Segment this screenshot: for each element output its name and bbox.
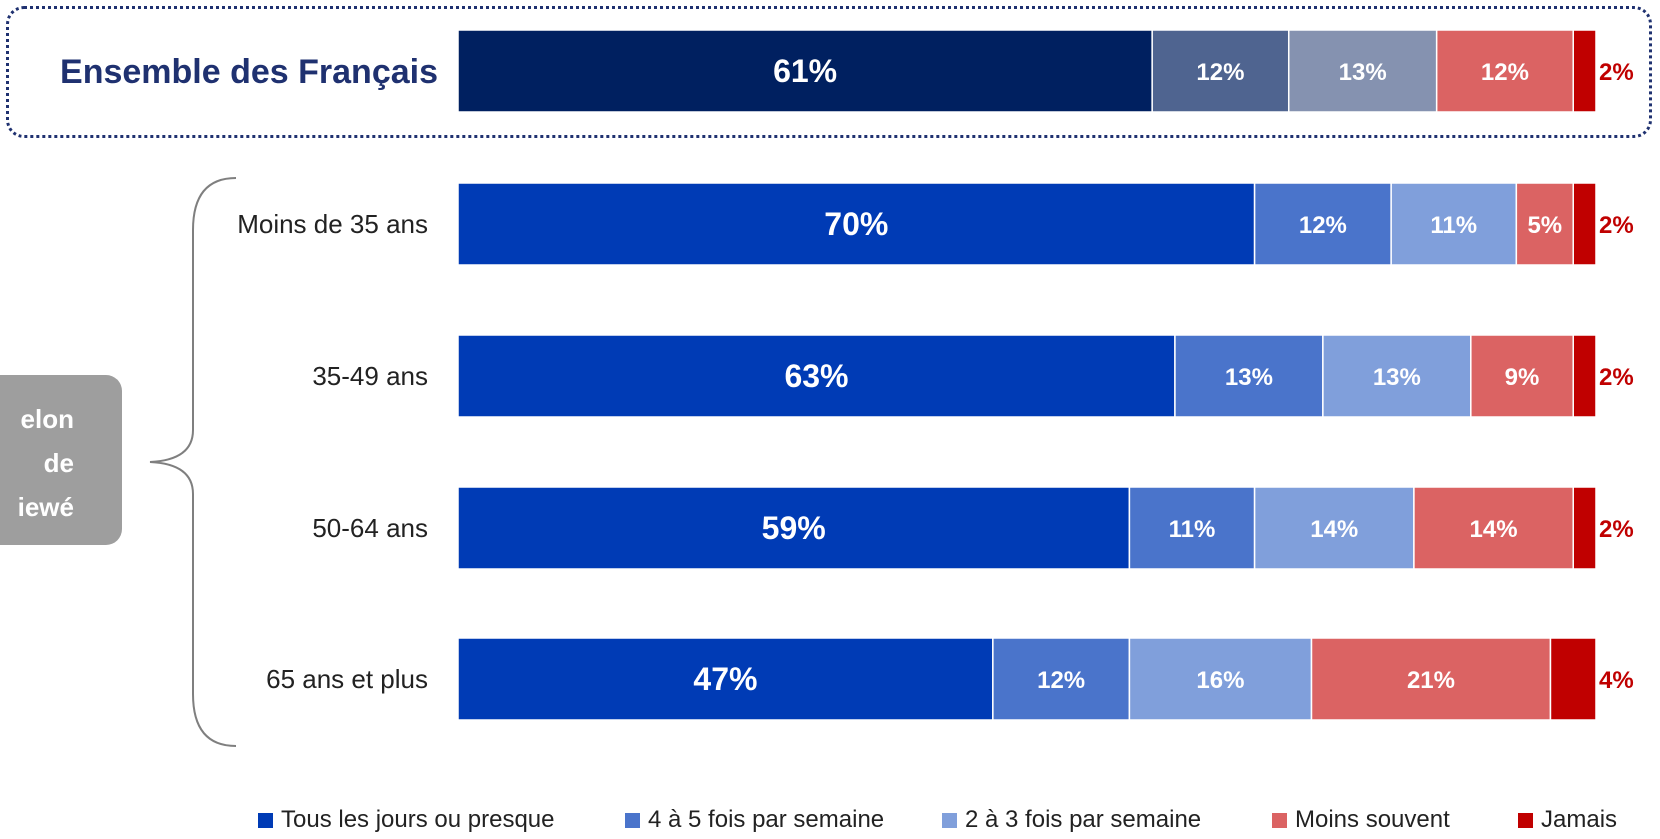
legend-swatch xyxy=(942,812,957,828)
highlight-frame xyxy=(6,6,1652,138)
data-label: 61% xyxy=(773,53,837,89)
legend-swatch xyxy=(625,812,640,828)
data-label: 5% xyxy=(1527,212,1562,239)
group-bracket xyxy=(149,177,237,747)
bar-segment xyxy=(1572,182,1597,266)
bar-segment xyxy=(1151,29,1290,113)
bar-segment xyxy=(457,486,1131,570)
bar-segment xyxy=(1572,486,1597,570)
legend-swatch xyxy=(1518,812,1533,828)
group-label-line-1: elon xyxy=(20,404,74,434)
bar-segment xyxy=(1549,637,1597,721)
bar-segment xyxy=(457,182,1256,266)
data-label: 12% xyxy=(1196,59,1244,86)
legend-label: Tous les jours ou presque xyxy=(281,806,555,833)
data-label: 59% xyxy=(762,510,826,546)
data-label: 13% xyxy=(1225,364,1273,391)
data-label: 2% xyxy=(1599,212,1634,239)
category-label: Moins de 35 ans xyxy=(237,209,428,239)
bar-segment xyxy=(1515,182,1574,266)
bar-segment xyxy=(457,334,1176,418)
data-label: 16% xyxy=(1196,667,1244,694)
bar-segment xyxy=(1413,486,1574,570)
data-label: 12% xyxy=(1481,59,1529,86)
category-label: 35-49 ans xyxy=(312,361,428,391)
data-label: 4% xyxy=(1599,667,1634,694)
data-label: 12% xyxy=(1299,212,1347,239)
category-label: 50-64 ans xyxy=(312,513,428,543)
legend-label: Jamais xyxy=(1541,806,1618,833)
group-label-line-2: de xyxy=(43,448,74,478)
bar-segment xyxy=(1322,334,1472,418)
bar-segment xyxy=(1287,29,1438,113)
group-label-box: elon de iewé xyxy=(0,375,122,545)
category-label: Ensemble des Français xyxy=(60,53,438,91)
data-label: 14% xyxy=(1470,516,1518,543)
bar-segment xyxy=(1435,29,1574,113)
legend-swatch xyxy=(258,812,273,828)
data-label: 13% xyxy=(1339,59,1387,86)
data-label: 14% xyxy=(1310,516,1358,543)
data-label: 70% xyxy=(824,206,888,242)
bar-segment xyxy=(457,29,1153,113)
data-label: 9% xyxy=(1505,364,1540,391)
data-label: 13% xyxy=(1373,364,1421,391)
data-label: 21% xyxy=(1407,667,1455,694)
bar-segment xyxy=(1470,334,1574,418)
legend-item: Jamais xyxy=(1518,806,1617,834)
data-label: 2% xyxy=(1599,516,1634,543)
data-label: 2% xyxy=(1599,59,1634,86)
data-label: 47% xyxy=(693,661,757,697)
bar-segment xyxy=(1310,637,1552,721)
legend-swatch xyxy=(1272,812,1287,828)
bar-segment xyxy=(457,637,994,721)
group-label-line-3: iewé xyxy=(17,492,74,522)
bar-segment xyxy=(992,637,1131,721)
bar-segment xyxy=(1572,334,1597,418)
data-label: 2% xyxy=(1599,364,1634,391)
legend-label: Moins souvent xyxy=(1295,806,1450,833)
legend-item: 2 à 3 fois par semaine xyxy=(942,806,1201,834)
bar-segment xyxy=(1390,182,1518,266)
bar-segment xyxy=(1572,29,1597,113)
legend-item: Moins souvent xyxy=(1272,806,1450,834)
category-label: 65 ans et plus xyxy=(266,664,428,694)
bar-segment xyxy=(1253,486,1415,570)
legend-item: Tous les jours ou presque xyxy=(258,806,555,834)
data-label: 11% xyxy=(1430,212,1477,239)
legend: Tous les jours ou presque 4 à 5 fois par … xyxy=(0,806,1660,836)
data-label: 12% xyxy=(1037,667,1085,694)
legend-item: 4 à 5 fois par semaine xyxy=(625,806,884,834)
bar-segment xyxy=(1128,486,1256,570)
bar-segment xyxy=(1174,334,1324,418)
legend-label: 4 à 5 fois par semaine xyxy=(648,806,885,833)
data-label: 11% xyxy=(1169,516,1216,543)
data-label: 63% xyxy=(784,358,848,394)
bar-segment xyxy=(1253,182,1392,266)
legend-label: 2 à 3 fois par semaine xyxy=(965,806,1202,833)
